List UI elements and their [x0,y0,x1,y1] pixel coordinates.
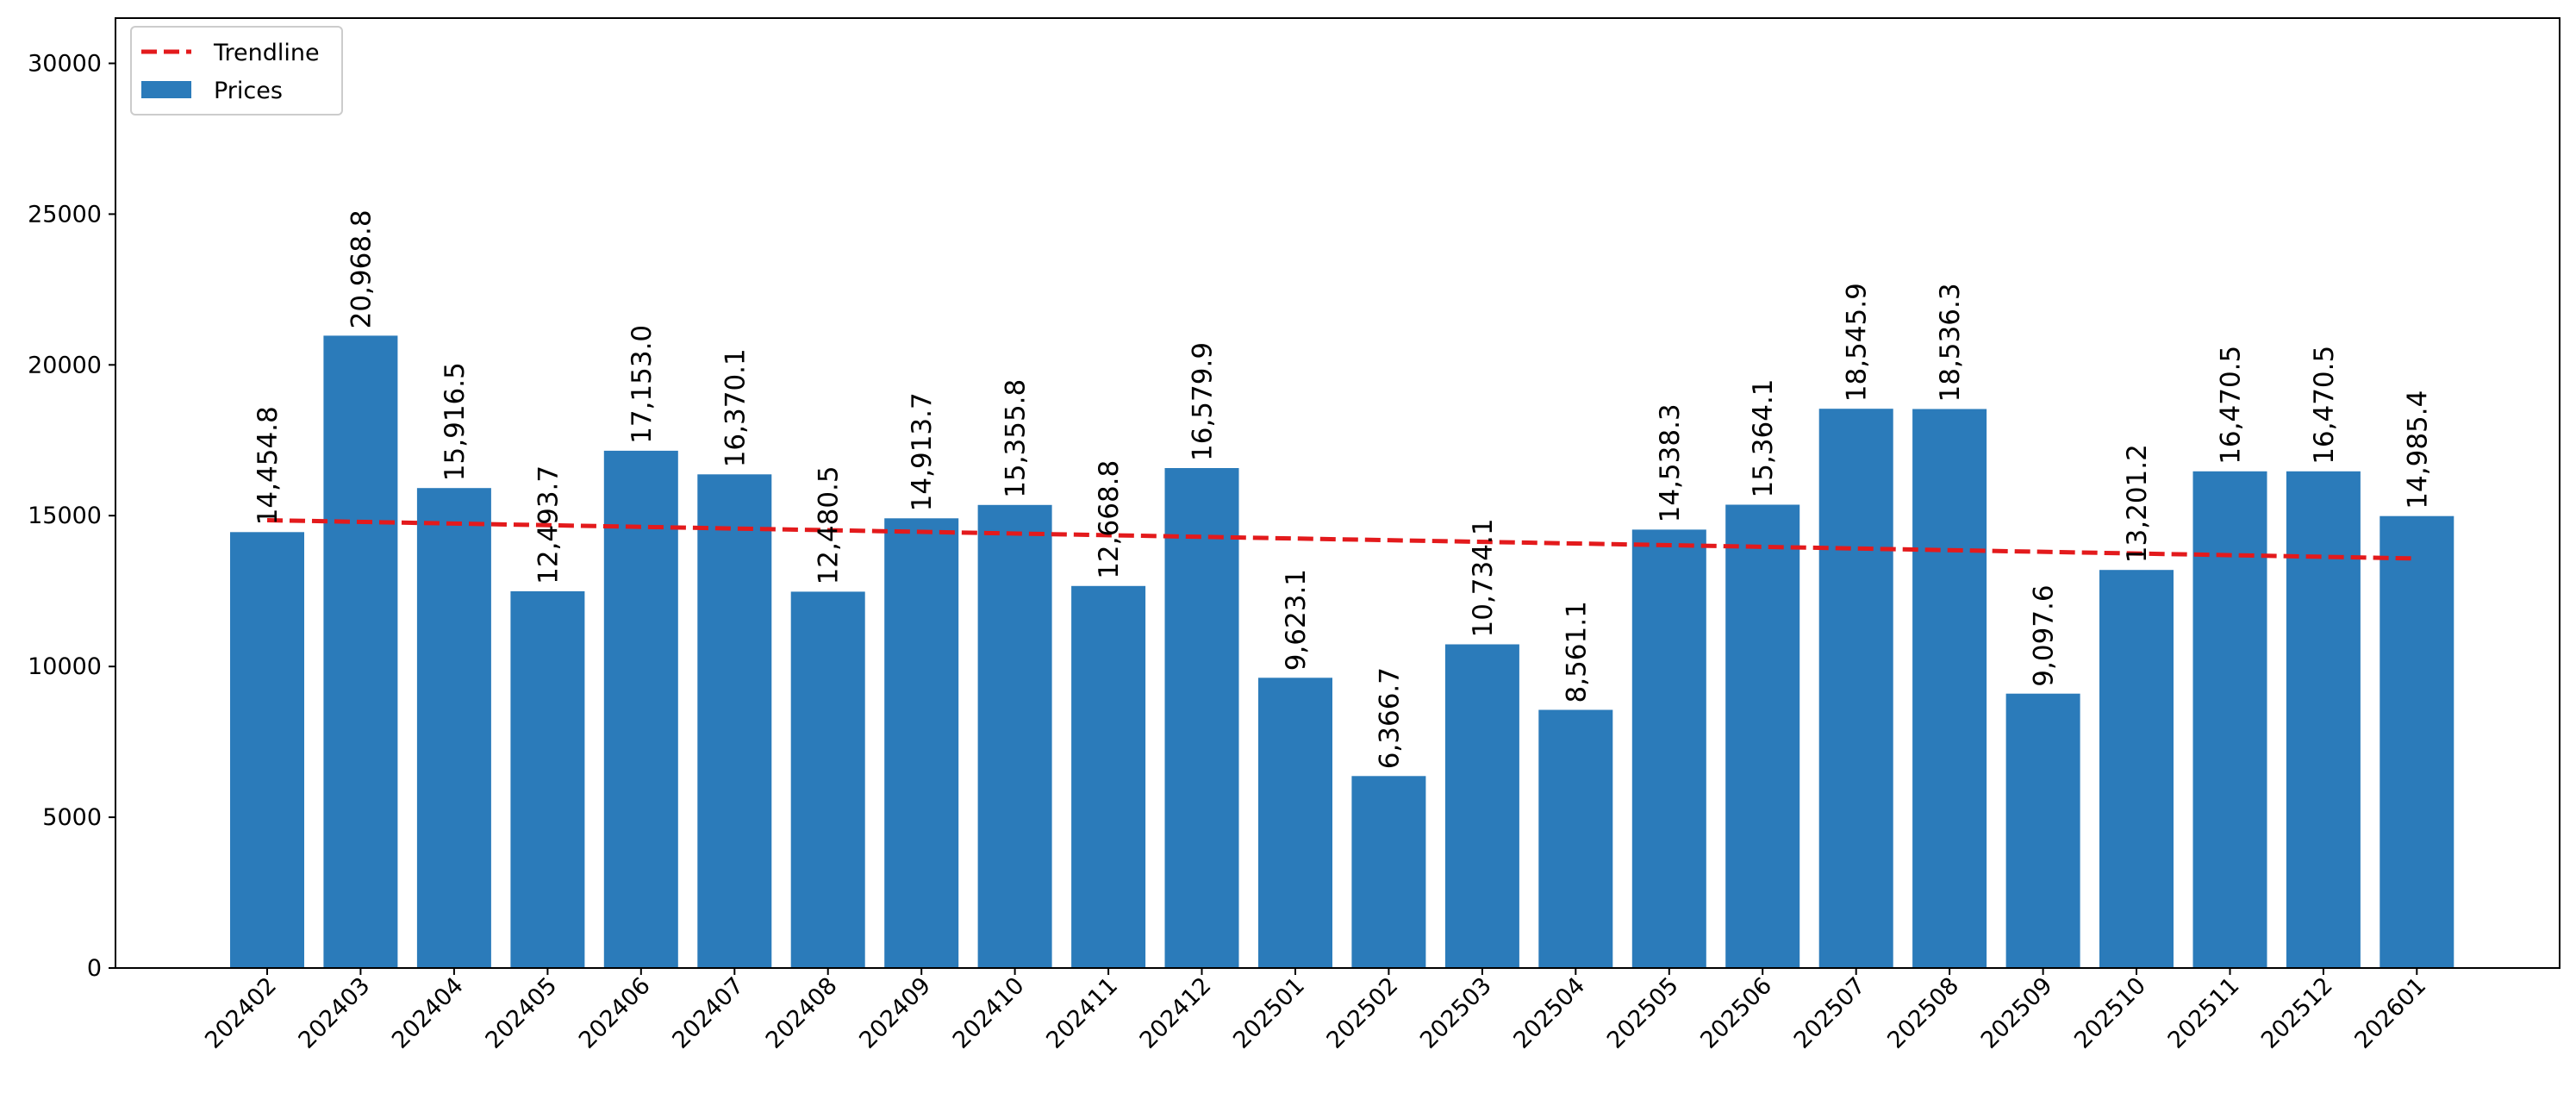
data-label-202505: 14,538.3 [1655,403,1686,522]
bar-202503 [1444,644,1519,968]
data-label-202405: 12,493.7 [533,465,564,584]
data-label-202410: 15,355.8 [1001,379,1032,498]
bar-202407 [697,474,772,968]
bar-202403 [323,335,398,968]
legend: Trendline Prices [130,26,343,116]
legend-prices-swatch [141,81,191,98]
data-label-202502: 6,366.7 [1374,667,1405,769]
y-tick-label-10000: 10000 [28,653,102,680]
y-tick-label-30000: 30000 [28,51,102,78]
bar-202402 [230,532,304,968]
data-label-202403: 20,968.8 [346,209,377,328]
data-label-202506: 15,364.1 [1748,378,1779,497]
bar-202405 [510,590,585,968]
y-tick-label-5000: 5000 [42,804,102,831]
data-label-202402: 14,454.8 [253,406,284,525]
data-label-202409: 14,913.7 [907,392,938,511]
bar-202501 [1258,678,1332,968]
data-label-202404: 15,916.5 [440,362,471,481]
data-label-202509: 9,097.6 [2029,584,2060,686]
bar-202406 [603,450,678,968]
data-label-202508: 18,536.3 [1935,283,1966,402]
y-tick-label-25000: 25000 [28,201,102,228]
bar-202512 [2286,471,2361,968]
bar-202511 [2192,471,2267,968]
data-label-202512: 16,470.5 [2309,346,2340,465]
data-label-202510: 13,201.2 [2122,444,2153,563]
bars-layer [230,335,2454,968]
bar-202502 [1351,776,1426,968]
data-label-202503: 10,734.1 [1468,518,1499,637]
bar-202408 [790,591,865,968]
y-tick-label-0: 0 [87,955,102,982]
bar-202404 [416,488,491,968]
data-label-202601: 14,985.4 [2402,390,2433,509]
bar-202601 [2380,515,2454,968]
legend-label-trendline: Trendline [213,40,320,66]
bar-202410 [977,504,1052,968]
bar-202508 [1912,409,1987,968]
data-label-202507: 18,545.9 [1842,283,1873,402]
data-label-202411: 12,668.8 [1094,460,1125,579]
data-label-202408: 12,480.5 [814,465,845,584]
data-label-202504: 8,561.1 [1561,601,1592,703]
data-label-202511: 16,470.5 [2216,346,2247,465]
legend-label-prices: Prices [214,78,283,104]
data-label-202412: 16,579.9 [1188,342,1219,461]
bar-202412 [1164,468,1239,968]
bar-202505 [1631,529,1706,968]
bar-202507 [1818,409,1893,968]
bar-202504 [1538,709,1613,968]
data-label-202407: 16,370.1 [720,348,751,467]
bar-202506 [1725,504,1800,968]
bar-202411 [1071,585,1146,968]
data-label-202406: 17,153.0 [627,325,658,444]
bar-202510 [2099,570,2174,968]
data-label-202501: 9,623.1 [1281,569,1312,671]
data-labels-layer: 14,454.8 20,968.8 15,916.5 12,493.7 17,153.0… [253,209,2433,769]
y-tick-label-20000: 20000 [28,352,102,378]
y-tick-label-15000: 15000 [28,503,102,529]
plot-frame [115,17,2560,969]
bar-202509 [2005,693,2080,968]
bar-202409 [884,518,959,968]
